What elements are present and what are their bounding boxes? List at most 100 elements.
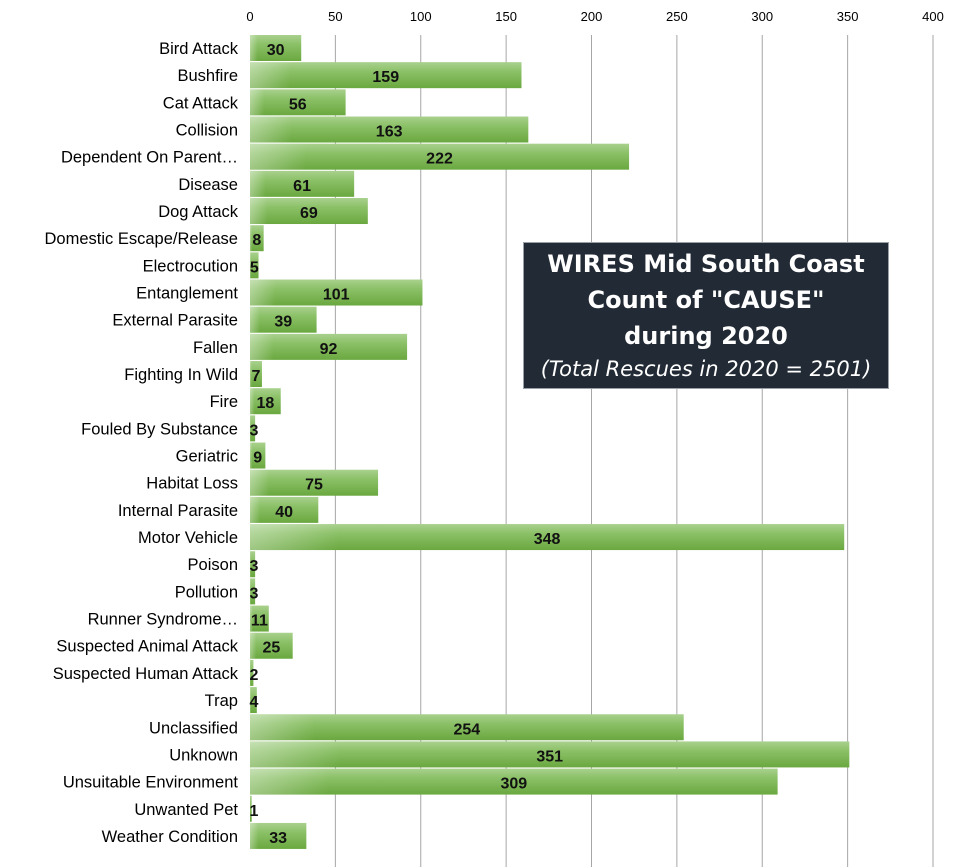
- category-labels: Bird Attack Bushfire Cat Attack Collision De…: [44, 40, 238, 846]
- bar-highlight: [250, 551, 256, 578]
- category-label: Disease: [178, 176, 238, 194]
- value-label: 61: [293, 178, 311, 195]
- value-label: 3: [250, 585, 259, 602]
- bar-highlight: [250, 496, 319, 523]
- x-tick-label: 350: [837, 9, 859, 24]
- bar-highlight: [250, 822, 307, 849]
- gridlines: [334, 35, 934, 867]
- x-axis-ticks: 0 50 100 150 200 250 300 350 400: [246, 9, 943, 24]
- bar-highlight: [250, 659, 254, 686]
- chart-title-line-2: Count of "CAUSE": [587, 286, 825, 314]
- value-label: 159: [372, 69, 399, 86]
- category-label: Unwanted Pet: [134, 801, 238, 819]
- chart-title-line-3: during 2020: [624, 322, 788, 350]
- value-label: 163: [376, 124, 403, 141]
- bar-highlight: [250, 306, 317, 333]
- category-label: Runner Syndrome…: [88, 611, 238, 629]
- category-label: Fouled By Substance: [81, 420, 238, 438]
- chart-title-box: WIRES Mid South Coast Count of "CAUSE" d…: [523, 242, 889, 389]
- x-tick-label: 150: [495, 9, 517, 24]
- value-label: 3: [250, 422, 259, 439]
- category-label: Motor Vehicle: [138, 529, 238, 547]
- category-label: Geriatric: [176, 448, 238, 466]
- category-label: Dog Attack: [158, 203, 239, 221]
- value-label: 9: [253, 450, 262, 467]
- bar-highlight: [250, 62, 522, 89]
- x-tick-label: 300: [751, 9, 773, 24]
- bar-highlight: [250, 198, 368, 225]
- value-label: 25: [262, 640, 280, 657]
- category-label: Internal Parasite: [118, 502, 238, 520]
- bar-highlight: [250, 143, 630, 170]
- bar-highlight: [250, 795, 252, 822]
- category-label: Weather Condition: [102, 828, 238, 846]
- value-label: 33: [269, 830, 287, 847]
- category-label: Suspected Animal Attack: [56, 638, 238, 656]
- category-label: Habitat Loss: [146, 475, 238, 493]
- category-label: Trap: [205, 692, 238, 710]
- value-label: 40: [275, 504, 293, 521]
- category-label: Unclassified: [149, 719, 238, 737]
- category-label: Cat Attack: [163, 94, 239, 112]
- category-label: Dependent On Parent…: [61, 149, 238, 167]
- bar-highlight: [250, 279, 423, 306]
- value-label: 11: [251, 613, 268, 630]
- category-label: Electrocution: [143, 257, 238, 275]
- value-label: 75: [305, 477, 323, 494]
- value-label: 348: [534, 531, 561, 548]
- category-label: Fighting In Wild: [124, 366, 238, 384]
- value-label: 5: [250, 259, 259, 276]
- value-label: 254: [454, 721, 481, 738]
- value-label: 18: [256, 395, 274, 412]
- bar-highlight: [250, 768, 778, 795]
- value-label: 1: [250, 803, 259, 820]
- bar-highlight: [250, 714, 684, 741]
- bar-highlight: [250, 687, 257, 714]
- bar-highlight: [250, 333, 408, 360]
- category-label: Suspected Human Attack: [53, 665, 239, 683]
- x-tick-label: 250: [666, 9, 688, 24]
- category-label: Bird Attack: [159, 40, 239, 58]
- chart-title-line-1: WIRES Mid South Coast: [547, 250, 865, 278]
- value-label: 56: [289, 96, 307, 113]
- bar-highlight: [250, 35, 302, 61]
- x-tick-label: 400: [922, 9, 944, 24]
- value-labels: 3015956163222616985101399271839754034833…: [250, 42, 564, 847]
- category-label: Bushfire: [177, 67, 238, 85]
- bar-highlight: [250, 741, 850, 768]
- bar-highlight: [250, 170, 355, 197]
- value-label: 351: [536, 748, 563, 765]
- bar-highlight: [250, 578, 256, 605]
- value-label: 2: [250, 667, 259, 684]
- bar-highlight: [250, 524, 845, 551]
- value-label: 309: [500, 776, 527, 793]
- x-tick-label: 50: [328, 9, 342, 24]
- value-label: 4: [250, 694, 259, 711]
- bar-highlight: [250, 632, 293, 659]
- bar-highlight: [250, 361, 262, 388]
- bar-highlight: [250, 469, 379, 496]
- category-label: Fallen: [193, 339, 238, 357]
- bar-highlight: [250, 415, 256, 442]
- value-label: 69: [300, 205, 318, 222]
- value-label: 8: [252, 232, 261, 249]
- value-label: 7: [252, 368, 261, 385]
- bar-highlight: [250, 442, 266, 469]
- x-tick-label: 100: [410, 9, 432, 24]
- category-label: Collision: [176, 122, 238, 140]
- category-label: Domestic Escape/Release: [44, 230, 238, 248]
- category-label: Entanglement: [136, 285, 238, 303]
- bar-highlight: [250, 116, 529, 143]
- bar-highlight: [250, 605, 269, 632]
- x-tick-label: 200: [581, 9, 603, 24]
- bar-highlight: [250, 225, 264, 252]
- category-label: Fire: [210, 393, 238, 411]
- category-label: Pollution: [175, 583, 238, 601]
- chart-subtitle: (Total Rescues in 2020 = 2501): [540, 357, 872, 381]
- bars: [250, 35, 850, 849]
- category-label: Poison: [188, 556, 238, 574]
- value-label: 30: [267, 42, 285, 59]
- category-label: Unsuitable Environment: [63, 774, 239, 792]
- value-label: 101: [323, 287, 350, 304]
